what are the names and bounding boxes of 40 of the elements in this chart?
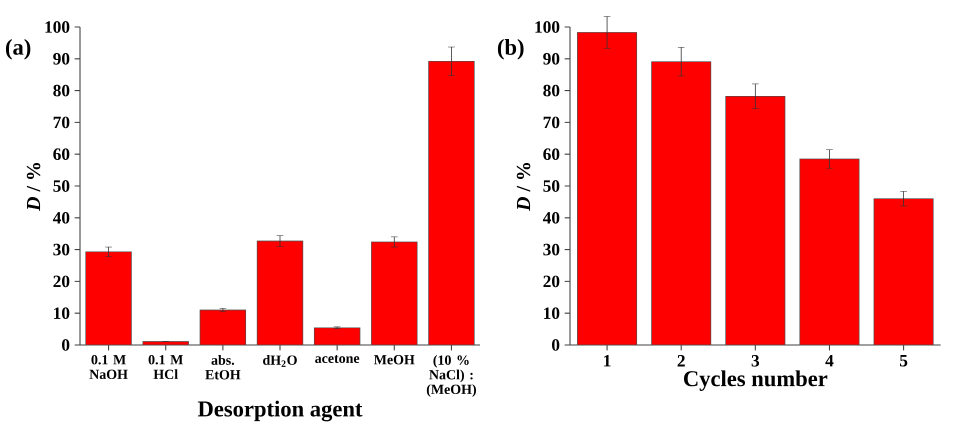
y-tick-label: 20 (53, 276, 70, 288)
x-tick-label: 0.1 M HCl (148, 355, 183, 380)
y-tick-label: 80 (53, 84, 70, 97)
x-tick-label: abs. EtOH (205, 355, 240, 380)
y-tick-label: 50 (53, 180, 70, 192)
y-tick-label: 60 (543, 148, 560, 160)
y-tick-label: 70 (544, 116, 560, 128)
x-tick-label: acetone (315, 355, 360, 364)
x-tick-label: 5 (900, 355, 908, 367)
y-tick-label: 30 (53, 244, 70, 256)
y-tick-label: 80 (543, 84, 560, 97)
y-tick-label: 70 (54, 116, 70, 128)
y-tick-label: 50 (543, 180, 560, 192)
x-tick-label: (10 % NaCl) : (MeOH) (426, 355, 476, 397)
y-axis-title: D / % (26, 163, 40, 212)
y-axis-title: D / % (516, 163, 530, 212)
x-tick-label: dH$_{2}$O (263, 355, 297, 367)
x-tick-label: 1 (604, 355, 611, 367)
text: (a) (6, 39, 30, 60)
y-tick-label: 40 (542, 212, 560, 224)
y-tick-label: 90 (543, 53, 560, 65)
y-tick-label: 60 (53, 148, 70, 160)
y-tick-label: 0 (552, 339, 560, 351)
y-tick-label: 40 (52, 212, 70, 224)
y-tick-label: 10 (544, 307, 560, 320)
x-axis-title: Cycles number (684, 370, 828, 392)
y-tick-label: 30 (543, 244, 560, 256)
x-tick-label: MeOH (374, 355, 415, 365)
x-tick-label: 3 (752, 355, 760, 367)
text: (b) (498, 39, 524, 60)
y-tick-label: 20 (543, 276, 560, 288)
y-tick-label: 10 (54, 307, 70, 320)
y-tick-label: 100 (535, 21, 560, 33)
x-axis-title: Desorption agent (198, 400, 362, 422)
y-tick-label: 100 (45, 21, 70, 33)
y-tick-label: 90 (53, 53, 70, 65)
x-tick-label: 0.1 M NaOH (89, 355, 128, 380)
x-tick-label: 2 (678, 355, 685, 367)
x-tick-label: 4 (825, 355, 834, 367)
y-tick-label: 0 (62, 339, 70, 351)
